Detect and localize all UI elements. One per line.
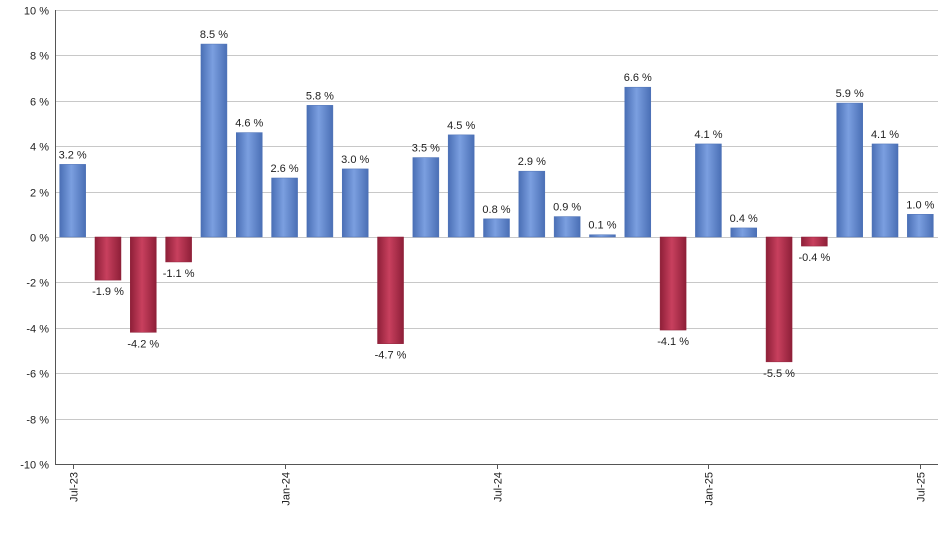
bar-jan-25 [695,143,722,238]
y-tick-label: 4 % [30,142,49,154]
bar-oct-24 [589,234,616,238]
data-label: -4.7 % [375,350,407,362]
bar-may-24 [412,157,440,238]
bar-aug-23 [94,236,122,281]
data-label: 6.6 % [624,72,652,84]
bar-jun-25 [871,143,899,238]
bar-feb-25 [730,227,757,238]
bar-nov-23 [200,43,228,238]
data-label: 1.0 % [906,199,934,211]
y-tick-label: -6 % [26,369,49,381]
bar-jul-24 [483,218,510,238]
data-label: 3.5 % [412,143,440,155]
x-tick-label: Jul-25 [916,472,928,502]
axis-layer: 10 % 8 % 6 % 4 % 2 % 0 % -2 % -4 % -6 % -8 % -10 %… [20,6,938,506]
bar-mar-24 [341,168,369,238]
x-tick-label: Jan-25 [704,472,716,506]
bar-may-25 [836,102,863,238]
data-label: -4.1 % [657,336,689,348]
data-label: 0.4 % [730,213,758,225]
data-label-layer: 3.2 % -1.9 % -4.2 % -1.1 % 8.5 % 4.6 % 2.6 % 5.… [59,29,935,380]
bar-nov-24 [624,86,652,238]
bar-dec-24 [659,236,687,331]
bar-dec-23 [236,132,263,238]
data-label: 2.6 % [271,163,299,175]
data-label: 0.1 % [588,220,616,232]
bar-mar-25 [765,236,793,363]
y-tick-label: 10 % [24,6,49,18]
bar-jul-23 [59,164,86,238]
data-label: -4.2 % [127,338,159,350]
bar-layer [59,43,934,363]
y-tick-label: -8 % [26,415,49,427]
data-label: 3.0 % [341,154,369,166]
data-label: 0.9 % [553,202,581,214]
data-label: 8.5 % [200,29,228,41]
bar-feb-24 [306,105,334,238]
data-label: -5.5 % [763,368,795,380]
bar-jan-24 [271,177,298,238]
data-label: 3.2 % [59,149,87,161]
y-tick-label: -10 % [20,460,49,472]
bar-apr-24 [377,236,404,344]
data-label: 5.9 % [836,88,864,100]
y-tick-label: 0 % [30,233,49,245]
bar-jul-25 [907,214,934,238]
y-tick-label: 8 % [30,51,49,63]
x-tick-label: Jan-24 [281,472,293,506]
y-tick-label: -2 % [26,278,49,290]
data-label: 0.8 % [482,204,510,216]
bar-sep-23 [130,236,157,333]
data-label: -1.9 % [92,286,124,298]
y-tick-label: 2 % [30,188,49,200]
data-label: 4.5 % [447,120,475,132]
x-tick-label: Jul-23 [69,472,81,502]
data-label: 2.9 % [518,156,546,168]
y-tick-label: -4 % [26,324,49,336]
bar-apr-25 [801,236,828,247]
x-tick-label: Jul-24 [493,472,505,502]
data-label: -1.1 % [163,268,195,280]
data-label: -0.4 % [798,252,830,264]
data-label: 4.1 % [871,129,899,141]
data-label: 5.8 % [306,90,334,102]
y-tick-label: 6 % [30,97,49,109]
bar-sep-24 [553,216,581,238]
bar-jun-24 [447,134,475,238]
bar-oct-23 [165,236,192,263]
data-label: 4.1 % [694,129,722,141]
bar-aug-24 [518,170,546,238]
data-label: 4.6 % [235,118,263,130]
